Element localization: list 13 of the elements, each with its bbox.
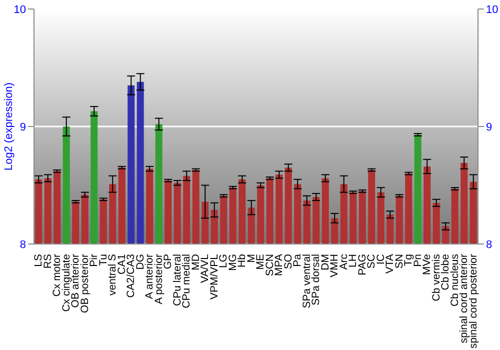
x-tick-label: Pa — [292, 254, 304, 267]
x-tick-label: Cx cingulate — [60, 254, 72, 312]
y2-tick-label: 10 — [486, 4, 498, 16]
x-tick-label: Tg — [402, 254, 415, 266]
y-tick-label: 9 — [20, 121, 26, 134]
y-tick-label: 10 — [14, 4, 26, 16]
y-axis-title: Log2 (expression) — [3, 82, 15, 171]
x-tick-label: GP — [162, 254, 174, 270]
x-tick-label: LG — [218, 254, 230, 268]
y-tick-label: 8 — [20, 238, 26, 251]
y2-tick-label: 8 — [486, 238, 492, 251]
y2-tick-label: 9 — [486, 121, 492, 134]
x-tick-label: MVe — [421, 254, 434, 276]
